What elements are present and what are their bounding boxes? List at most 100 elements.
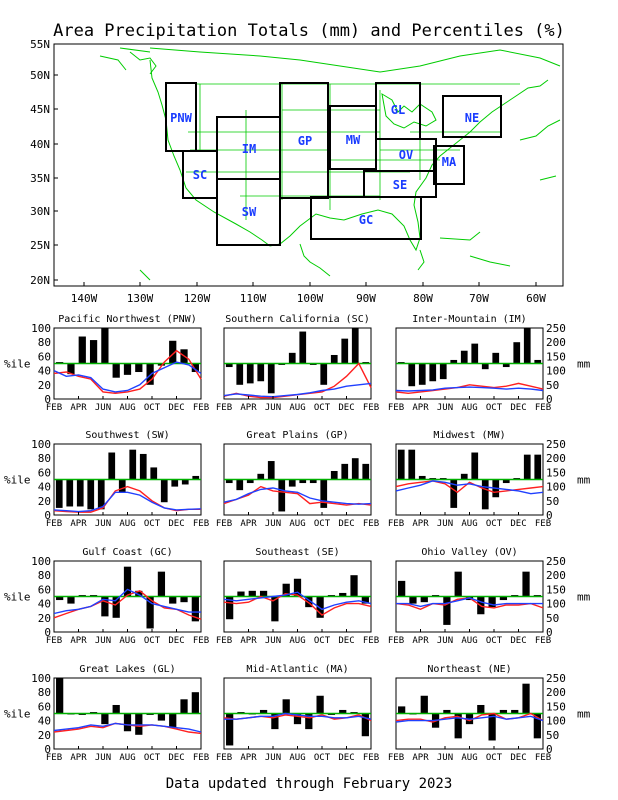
percentile-bar bbox=[169, 596, 177, 604]
x-tick-label: DEC bbox=[510, 403, 526, 413]
right-tick-label: 250 bbox=[546, 672, 566, 685]
x-tick-label: AUG bbox=[461, 636, 477, 646]
great-lakes bbox=[381, 93, 437, 129]
lon-label: 70W bbox=[469, 292, 489, 305]
x-tick-label: OCT bbox=[144, 519, 161, 529]
percentile-bar bbox=[259, 590, 268, 597]
x-tick-label: FEB bbox=[46, 753, 62, 763]
left-tick-label: 0 bbox=[44, 626, 51, 639]
x-tick-label: JUN bbox=[437, 753, 453, 763]
region-labels: PNW SC IM SW GP MW GL OV SE GC MA NE bbox=[170, 103, 479, 227]
left-axis-label: %ile bbox=[4, 474, 31, 487]
x-tick-label: OCT bbox=[314, 753, 331, 763]
percentile-bar bbox=[248, 590, 256, 597]
percentile-bar bbox=[181, 479, 189, 485]
x-tick-label: JUN bbox=[95, 753, 111, 763]
percentile-bar bbox=[439, 363, 447, 380]
percentile-bar bbox=[226, 596, 234, 620]
percentile-bar bbox=[293, 713, 302, 725]
precip-normal-line bbox=[223, 382, 372, 398]
right-tick-label: 100 bbox=[546, 365, 566, 378]
panel-title: Southern California (SC) bbox=[225, 314, 370, 325]
lon-label: 130W bbox=[127, 292, 154, 305]
percentile-bar bbox=[123, 713, 132, 732]
percentile-bar bbox=[420, 695, 428, 714]
right-tick-label: 200 bbox=[546, 452, 566, 465]
percentile-bar bbox=[408, 449, 416, 480]
percentile-bar bbox=[67, 596, 75, 604]
x-tick-label: OCT bbox=[314, 519, 331, 529]
region-label-ne: NE bbox=[465, 111, 479, 125]
percentile-bar bbox=[398, 580, 406, 597]
x-tick-label: APR bbox=[412, 403, 429, 413]
precip-normal-line bbox=[395, 480, 544, 495]
percentile-bar bbox=[246, 479, 254, 484]
panel-title: Gulf Coast (GC) bbox=[82, 547, 172, 558]
x-tick-label: JUN bbox=[95, 519, 111, 529]
left-tick-label: 100 bbox=[31, 555, 51, 568]
percentile-bar bbox=[471, 452, 479, 480]
percentile-bar bbox=[450, 479, 458, 508]
x-tick-label: DEC bbox=[168, 403, 184, 413]
precip-normal-line bbox=[53, 491, 202, 513]
precip-normal-line bbox=[223, 591, 372, 611]
x-tick-label: FEB bbox=[363, 636, 379, 646]
x-tick-label: DEC bbox=[510, 753, 526, 763]
panel: Southwest (SW)FEB APR JUN AUG OCT DEC FEB02040… bbox=[4, 430, 209, 529]
longitude-labels: 140W 130W 120W 110W 100W 90W 80W 70W 60W bbox=[71, 282, 546, 305]
right-tick-label: 100 bbox=[546, 715, 566, 728]
percentile-bar bbox=[341, 338, 349, 364]
panel-title: Northeast (NE) bbox=[427, 664, 511, 675]
percentile-bar bbox=[488, 713, 496, 741]
x-tick-label: FEB bbox=[363, 519, 379, 529]
region-label-im: IM bbox=[242, 142, 256, 156]
percentile-bar bbox=[339, 709, 347, 714]
lat-label: 50N bbox=[30, 69, 50, 82]
precip-normal-line bbox=[53, 361, 202, 393]
x-tick-label: AUG bbox=[289, 753, 305, 763]
x-tick-label: AUG bbox=[289, 403, 305, 413]
percentile-bar bbox=[398, 706, 406, 714]
percentile-bar bbox=[108, 452, 116, 480]
percentile-bar bbox=[271, 713, 279, 730]
percentile-bar bbox=[282, 583, 290, 597]
lat-label: 40N bbox=[30, 138, 50, 151]
x-tick-label: FEB bbox=[193, 519, 209, 529]
percentile-bar bbox=[454, 571, 462, 597]
precip-normal-line bbox=[395, 715, 544, 723]
x-tick-label: FEB bbox=[193, 403, 209, 413]
left-tick-label: 40 bbox=[38, 598, 51, 611]
panel: Great Plains (GP) FEB APR JUN AUG OCT DEC FEB bbox=[216, 430, 379, 529]
percentile-bar bbox=[67, 363, 75, 375]
northern-coast bbox=[99, 47, 561, 75]
percentile-bar bbox=[316, 695, 324, 714]
left-tick-label: 0 bbox=[44, 743, 51, 756]
percentile-bar bbox=[305, 713, 313, 730]
percentile-bar bbox=[236, 363, 244, 385]
percentile-bar bbox=[320, 363, 328, 385]
x-tick-label: OCT bbox=[486, 403, 503, 413]
panel: Great Lakes (GL)FEB APR JUN AUG OCT DEC FEB020… bbox=[4, 664, 209, 763]
x-tick-label: JUN bbox=[265, 403, 281, 413]
x-tick-label: DEC bbox=[168, 636, 184, 646]
percentile-bar bbox=[76, 479, 84, 507]
percentile-bar bbox=[339, 592, 347, 597]
percentile-bar bbox=[66, 479, 74, 507]
percentile-bar bbox=[471, 343, 479, 364]
percentile-bar bbox=[460, 350, 468, 364]
left-tick-label: 80 bbox=[38, 336, 51, 349]
left-tick-label: 40 bbox=[38, 481, 51, 494]
x-tick-label: AUG bbox=[119, 519, 135, 529]
x-tick-label: AUG bbox=[461, 753, 477, 763]
percentile-bar bbox=[89, 340, 98, 364]
panel-title: Great Plains (GP) bbox=[246, 430, 348, 441]
right-tick-label: 50 bbox=[546, 612, 559, 625]
figure-title: Area Precipitation Totals (mm) and Perce… bbox=[53, 21, 565, 41]
percentile-bar bbox=[288, 352, 296, 364]
lon-label: 60W bbox=[526, 292, 546, 305]
percentile-bar bbox=[420, 596, 428, 603]
coastline bbox=[149, 59, 549, 252]
percentile-bar bbox=[225, 479, 233, 484]
right-tick-label: 150 bbox=[546, 700, 566, 713]
panel-title: Ohio Valley (OV) bbox=[421, 547, 517, 558]
